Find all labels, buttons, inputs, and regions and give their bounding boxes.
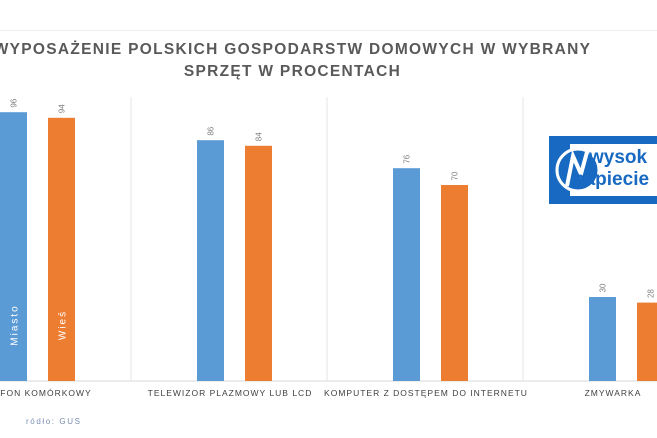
data-label: 28 [647, 289, 656, 298]
logo-text-line-2: napiecie [573, 169, 650, 190]
category-label: KOMPUTER Z DOSTĘPEM DO INTERNETU [324, 388, 528, 398]
category-label: TELEWIZOR PLAZMOWY LUB LCD [148, 388, 313, 398]
logo-text-line-1: wysok [589, 147, 648, 168]
bar-wies [245, 145, 272, 381]
bar-wies [441, 185, 468, 381]
bar-miasto [589, 297, 616, 381]
category-label: FON KOMÓRKOWY [0, 388, 91, 398]
series-name-label: Wieś [58, 310, 69, 340]
data-label: 94 [58, 104, 67, 113]
bar-miasto [393, 168, 420, 381]
source-note: ródło: GUS [26, 417, 82, 426]
chart-title-line-1: WYPOSAŻENIE POLSKICH GOSPODARSTW DOMOWYC… [0, 41, 592, 58]
bar-wies [637, 302, 657, 381]
category-label: ZMYWARKA [585, 388, 642, 398]
series-name-label: Miasto [10, 304, 21, 345]
data-label: 96 [10, 98, 19, 107]
bar-miasto [197, 140, 224, 381]
logo: wysok napiecie [549, 136, 657, 204]
data-label: 70 [451, 171, 460, 180]
data-label: 76 [403, 154, 412, 163]
data-label: 30 [599, 283, 608, 292]
data-label: 84 [255, 132, 264, 141]
lightning-n-logo-icon [555, 147, 601, 193]
top-divider [0, 30, 657, 31]
bar-miasto [0, 112, 27, 381]
data-label: 86 [207, 126, 216, 135]
chart-title-line-2: SPRZĘT W PROCENTACH [183, 63, 402, 80]
bar-wies [48, 117, 75, 382]
